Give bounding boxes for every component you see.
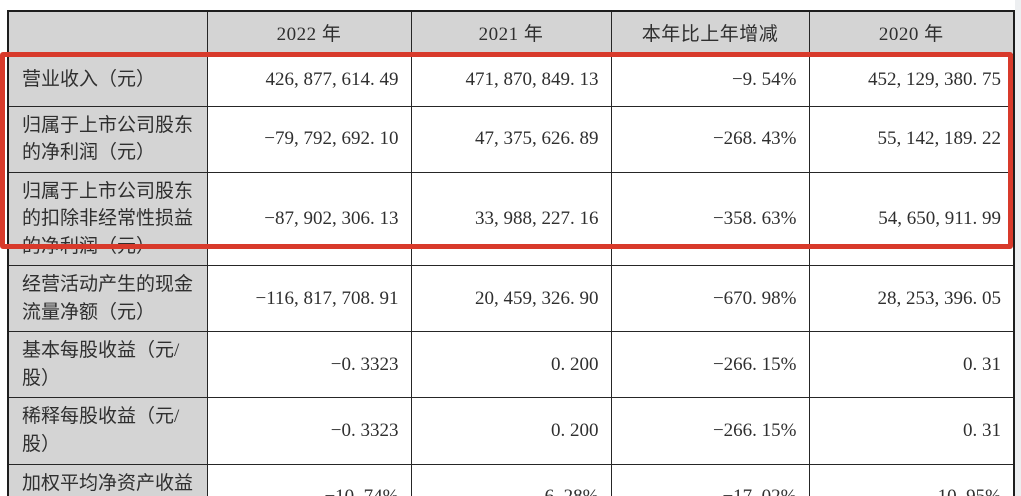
value-2021: 20, 459, 326. 90 bbox=[410, 265, 612, 333]
value-2021: 471, 870, 849. 13 bbox=[410, 53, 612, 107]
value-2022: −79, 792, 692. 10 bbox=[206, 105, 412, 173]
row-label: 归属于上市公司股东 的净利润（元） bbox=[7, 105, 208, 173]
value-2020: 0. 31 bbox=[808, 331, 1015, 399]
value-2020: 55, 142, 189. 22 bbox=[808, 105, 1015, 173]
row-label: 营业收入（元） bbox=[7, 53, 208, 107]
value-2022: 426, 877, 614. 49 bbox=[206, 53, 412, 107]
table-row-operating-revenue: 营业收入（元） 426, 877, 614. 49 471, 870, 849.… bbox=[7, 53, 1015, 107]
table-row-diluted-eps: 稀释每股收益（元/ 股） −0. 3323 0. 200 −266. 15% 0… bbox=[7, 397, 1015, 465]
value-2020: 54, 650, 911. 99 bbox=[808, 171, 1015, 267]
page-edge-strip bbox=[1015, 0, 1021, 496]
value-2020: 10. 95% bbox=[808, 463, 1015, 496]
year-2022-column-header: 2022 年 bbox=[206, 10, 412, 55]
value-yoy-change: −268. 43% bbox=[610, 105, 810, 173]
value-2022: −116, 817, 708. 91 bbox=[206, 265, 412, 333]
value-yoy-change: −266. 15% bbox=[610, 331, 810, 399]
value-2022: −87, 902, 306. 13 bbox=[206, 171, 412, 267]
value-yoy-change: −9. 54% bbox=[610, 53, 810, 107]
row-label: 基本每股收益（元/ 股） bbox=[7, 331, 208, 399]
yoy-change-column-header: 本年比上年增减 bbox=[610, 10, 810, 55]
table-header-row: 2022 年 2021 年 本年比上年增减 2020 年 bbox=[7, 10, 1015, 55]
value-2021: 0. 200 bbox=[410, 397, 612, 465]
row-label: 经营活动产生的现金 流量净额（元） bbox=[7, 265, 208, 333]
financial-summary-table: 2022 年 2021 年 本年比上年增减 2020 年 营业收入（元） 426… bbox=[7, 10, 1015, 496]
table-row-net-profit: 归属于上市公司股东 的净利润（元） −79, 792, 692. 10 47, … bbox=[7, 105, 1015, 173]
table-row-basic-eps: 基本每股收益（元/ 股） −0. 3323 0. 200 −266. 15% 0… bbox=[7, 331, 1015, 399]
value-yoy-change: −266. 15% bbox=[610, 397, 810, 465]
value-2020: 28, 253, 396. 05 bbox=[808, 265, 1015, 333]
value-2021: 47, 375, 626. 89 bbox=[410, 105, 612, 173]
metric-column-header bbox=[7, 10, 208, 55]
year-2021-column-header: 2021 年 bbox=[410, 10, 612, 55]
value-yoy-change: −670. 98% bbox=[610, 265, 810, 333]
row-label: 加权平均净资产收益 率 bbox=[7, 463, 208, 496]
value-2022: −10. 74% bbox=[206, 463, 412, 496]
value-2021: 33, 988, 227. 16 bbox=[410, 171, 612, 267]
value-2020: 0. 31 bbox=[808, 397, 1015, 465]
table-row-net-profit-excl-nonrecurring: 归属于上市公司股东 的扣除非经常性损益 的净利润（元） −87, 902, 30… bbox=[7, 171, 1015, 267]
table-row-operating-cash-flow: 经营活动产生的现金 流量净额（元） −116, 817, 708. 91 20,… bbox=[7, 265, 1015, 333]
value-2022: −0. 3323 bbox=[206, 397, 412, 465]
table-row-weighted-avg-roe: 加权平均净资产收益 率 −10. 74% 6. 28% −17. 02% 10.… bbox=[7, 463, 1015, 496]
value-2022: −0. 3323 bbox=[206, 331, 412, 399]
value-2020: 452, 129, 380. 75 bbox=[808, 53, 1015, 107]
value-yoy-change: −358. 63% bbox=[610, 171, 810, 267]
row-label: 归属于上市公司股东 的扣除非经常性损益 的净利润（元） bbox=[7, 171, 208, 267]
value-yoy-change: −17. 02% bbox=[610, 463, 810, 496]
value-2021: 6. 28% bbox=[410, 463, 612, 496]
value-2021: 0. 200 bbox=[410, 331, 612, 399]
year-2020-column-header: 2020 年 bbox=[808, 10, 1015, 55]
row-label: 稀释每股收益（元/ 股） bbox=[7, 397, 208, 465]
